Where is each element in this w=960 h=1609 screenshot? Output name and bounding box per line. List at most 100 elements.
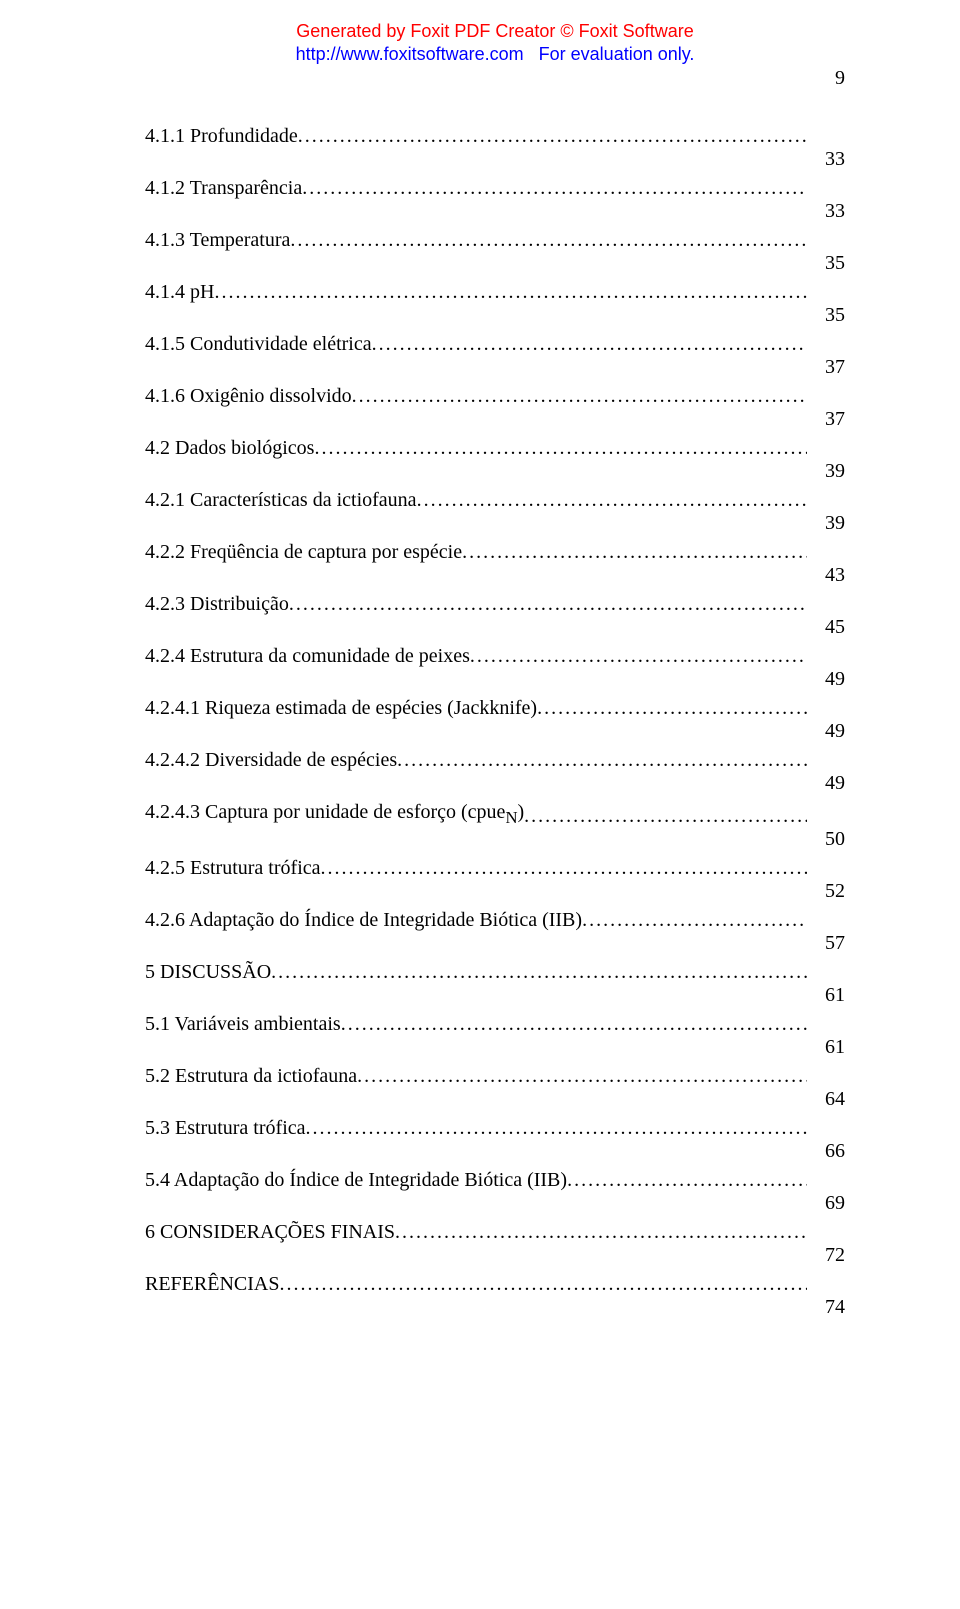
toc-numcol-spacer [807, 857, 845, 880]
toc-entry: 4.1.1 Profundidade 33 [145, 125, 845, 171]
toc-page-number: 35 [807, 304, 845, 327]
toc-title-row: 4.2.6 Adaptação do Índice de Integridade… [145, 909, 845, 932]
toc-page-row: 37 [145, 356, 845, 379]
toc-title-row: 5.2 Estrutura da ictiofauna [145, 1065, 845, 1088]
table-of-contents: 4.1.1 Profundidade 334.1.2 Transparência… [145, 125, 845, 1319]
toc-numcol-spacer [807, 1065, 845, 1088]
toc-title: 5.3 Estrutura trófica [145, 1117, 306, 1140]
toc-title: 4.2.6 Adaptação do Índice de Integridade… [145, 909, 582, 932]
toc-dot-leader [279, 1273, 807, 1296]
toc-title-row: 4.2.2 Freqüência de captura por espécie [145, 541, 845, 564]
toc-page-row: 33 [145, 200, 845, 223]
toc-dot-leader [582, 909, 807, 932]
toc-page-row: 61 [145, 1036, 845, 1059]
toc-numcol-spacer [807, 177, 845, 200]
toc-title: 4.1.2 Transparência [145, 177, 302, 200]
toc-numcol-spacer [807, 541, 845, 564]
toc-title: 4.2.5 Estrutura trófica [145, 857, 321, 880]
toc-dot-leader [524, 805, 807, 828]
toc-dot-leader [352, 385, 807, 408]
toc-dot-leader [537, 697, 807, 720]
toc-entry: 5.3 Estrutura trófica 66 [145, 1117, 845, 1163]
toc-dot-leader [567, 1169, 807, 1192]
toc-dot-leader [341, 1013, 807, 1036]
toc-page-row: 39 [145, 460, 845, 483]
toc-title: 5.1 Variáveis ambientais [145, 1013, 341, 1036]
toc-numcol-spacer [807, 1221, 845, 1244]
toc-page-row: 49 [145, 668, 845, 691]
toc-page-number: 49 [807, 772, 845, 795]
banner-rest: For evaluation only. [539, 44, 695, 64]
toc-entry: 4.1.2 Transparência 33 [145, 177, 845, 223]
toc-title-row: 5 DISCUSSÃO [145, 961, 845, 984]
toc-entry: 6 CONSIDERAÇÕES FINAIS 72 [145, 1221, 845, 1267]
toc-page-row: 39 [145, 512, 845, 535]
toc-title: 4.1.3 Temperatura [145, 229, 290, 252]
toc-title: 4.1.1 Profundidade [145, 125, 298, 148]
toc-page-number: 33 [807, 200, 845, 223]
toc-numcol-spacer [807, 437, 845, 460]
toc-page-row: 69 [145, 1192, 845, 1215]
banner-line-2: http://www.foxitsoftware.com For evaluat… [145, 43, 845, 66]
toc-entry: 4.2.4 Estrutura da comunidade de peixes … [145, 645, 845, 691]
toc-page-number: 43 [807, 564, 845, 587]
toc-entry: 4.2.5 Estrutura trófica 52 [145, 857, 845, 903]
toc-page-number: 57 [807, 932, 845, 955]
toc-title-row: 5.4 Adaptação do Índice de Integridade B… [145, 1169, 845, 1192]
toc-entry: REFERÊNCIAS 74 [145, 1273, 845, 1319]
toc-title: 4.1.6 Oxigênio dissolvido [145, 385, 352, 408]
toc-entry: 4.1.5 Condutividade elétrica 37 [145, 333, 845, 379]
toc-page-row: 50 [145, 828, 845, 851]
toc-dot-leader [417, 489, 807, 512]
toc-dot-leader [395, 1221, 807, 1244]
toc-page-number: 37 [807, 356, 845, 379]
toc-dot-leader [372, 333, 807, 356]
toc-page-row: 45 [145, 616, 845, 639]
toc-dot-leader [397, 749, 807, 772]
page-number: 9 [145, 67, 845, 90]
toc-title: 5.2 Estrutura da ictiofauna [145, 1065, 357, 1088]
toc-title-row: 4.2.5 Estrutura trófica [145, 857, 845, 880]
toc-numcol-spacer [807, 281, 845, 304]
toc-title-row: 4.2.4.2 Diversidade de espécies [145, 749, 845, 772]
toc-page-row: 61 [145, 984, 845, 1007]
toc-title-row: 4.1.5 Condutividade elétrica [145, 333, 845, 356]
toc-page-number: 49 [807, 668, 845, 691]
toc-title: 4.2.4.2 Diversidade de espécies [145, 749, 397, 772]
toc-entry: 5.1 Variáveis ambientais 61 [145, 1013, 845, 1059]
toc-page-row: 37 [145, 408, 845, 431]
toc-page-number: 72 [807, 1244, 845, 1267]
toc-page-number: 50 [807, 828, 845, 851]
toc-numcol-spacer [807, 125, 845, 148]
toc-numcol-spacer [807, 909, 845, 932]
toc-entry: 4.2.1 Características da ictiofauna 39 [145, 489, 845, 535]
toc-title-row: 4.2 Dados biológicos [145, 437, 845, 460]
toc-entry: 4.2.6 Adaptação do Índice de Integridade… [145, 909, 845, 955]
toc-numcol-spacer [807, 229, 845, 252]
toc-dot-leader [470, 645, 807, 668]
toc-numcol-spacer [807, 593, 845, 616]
toc-title-row: 4.2.4 Estrutura da comunidade de peixes [145, 645, 845, 668]
toc-page-number: 61 [807, 984, 845, 1007]
toc-entry: 4.1.4 pH 35 [145, 281, 845, 327]
toc-title: 4.1.5 Condutividade elétrica [145, 333, 372, 356]
toc-title-row: 4.2.1 Características da ictiofauna [145, 489, 845, 512]
toc-title: 4.1.4 pH [145, 281, 214, 304]
toc-title-row: 4.2.4.3 Captura por unidade de esforço (… [145, 801, 845, 828]
toc-dot-leader [314, 437, 807, 460]
toc-numcol-spacer [807, 645, 845, 668]
toc-numcol-spacer [807, 1169, 845, 1192]
toc-numcol-spacer [807, 961, 845, 984]
toc-title: 4.2.3 Distribuição [145, 593, 289, 616]
toc-page-number: 49 [807, 720, 845, 743]
toc-title: 5.4 Adaptação do Índice de Integridade B… [145, 1169, 567, 1192]
toc-page-row: 66 [145, 1140, 845, 1163]
toc-page-number: 64 [807, 1088, 845, 1111]
toc-numcol-spacer [807, 1013, 845, 1036]
toc-title-row: 5.3 Estrutura trófica [145, 1117, 845, 1140]
toc-title: 4.2.2 Freqüência de captura por espécie [145, 541, 462, 564]
document-page: Generated by Foxit PDF Creator © Foxit S… [0, 0, 960, 1609]
toc-title-row: 4.1.4 pH [145, 281, 845, 304]
toc-title-row: 5.1 Variáveis ambientais [145, 1013, 845, 1036]
toc-title-row: 4.1.6 Oxigênio dissolvido [145, 385, 845, 408]
